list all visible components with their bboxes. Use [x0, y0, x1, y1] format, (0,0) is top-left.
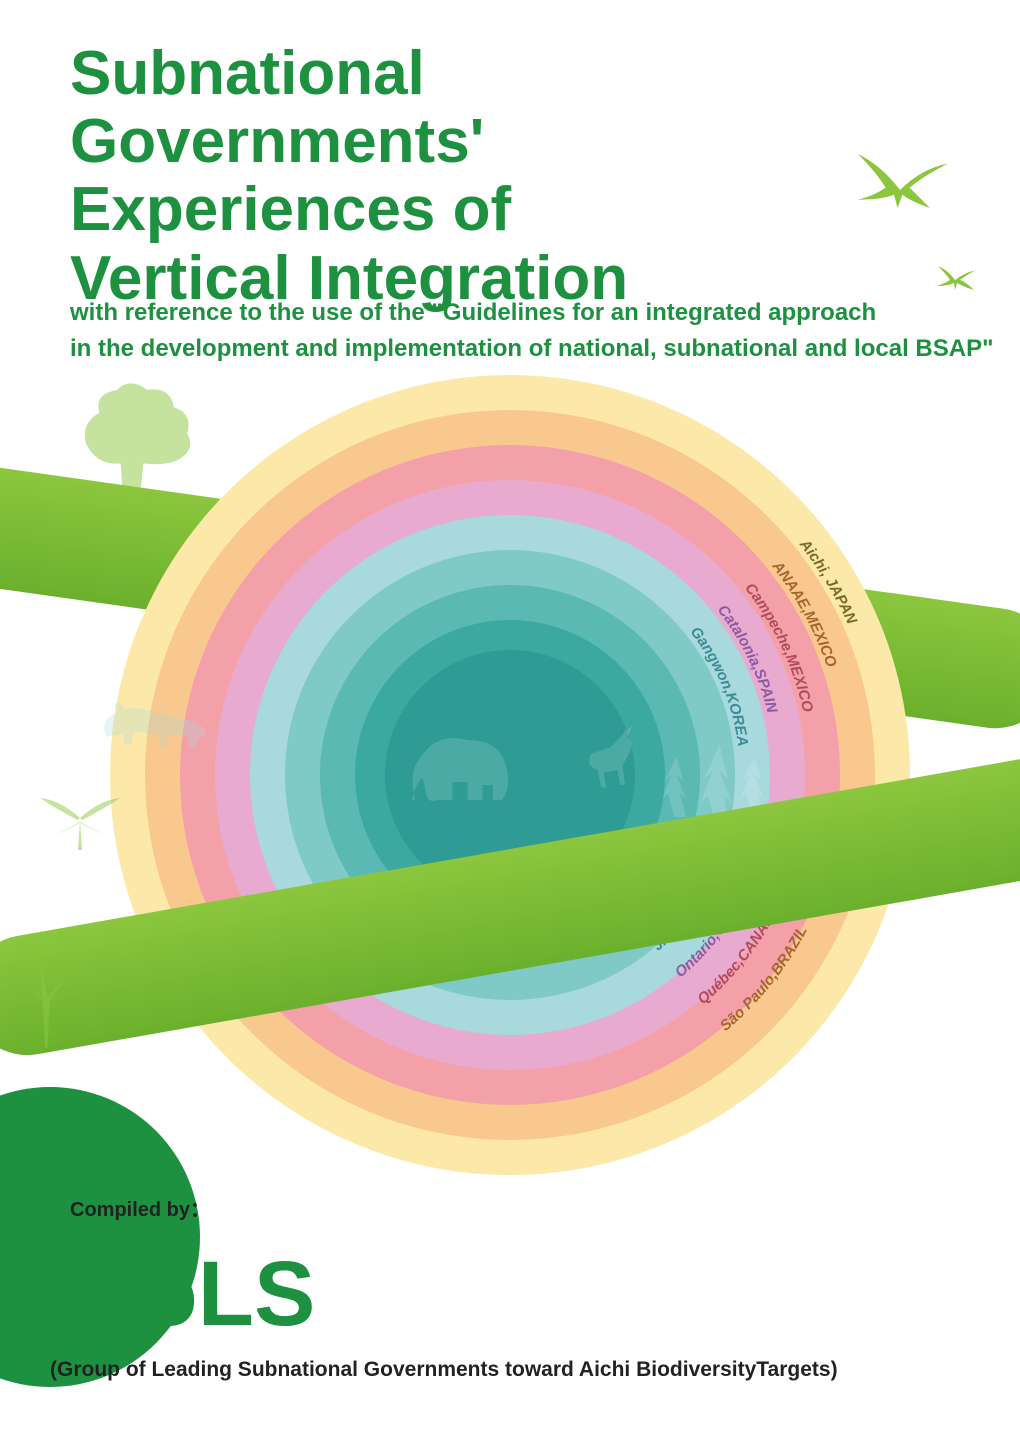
cover-page: SubnationalGovernments'Experiences ofVer… — [0, 0, 1020, 1442]
subtitle: with reference to the use of the "Guidel… — [70, 295, 993, 367]
small-bird-icon — [930, 260, 980, 300]
compiled-by-label: Compiled by： — [70, 1193, 210, 1222]
elephant-silhouette — [380, 710, 540, 830]
gols-subtitle: (Group of Leading Subnational Government… — [50, 1358, 838, 1382]
deer-silhouette — [560, 710, 660, 810]
eagle-icon — [840, 140, 960, 240]
dragonfly-icon — [30, 780, 130, 860]
panther-silhouette — [90, 680, 220, 760]
main-title: SubnationalGovernments'Experiences ofVer… — [70, 40, 628, 313]
gols-logo: GoLS — [70, 1242, 315, 1347]
tree-left-icon — [60, 370, 240, 530]
plant-left-icon — [0, 940, 90, 1060]
